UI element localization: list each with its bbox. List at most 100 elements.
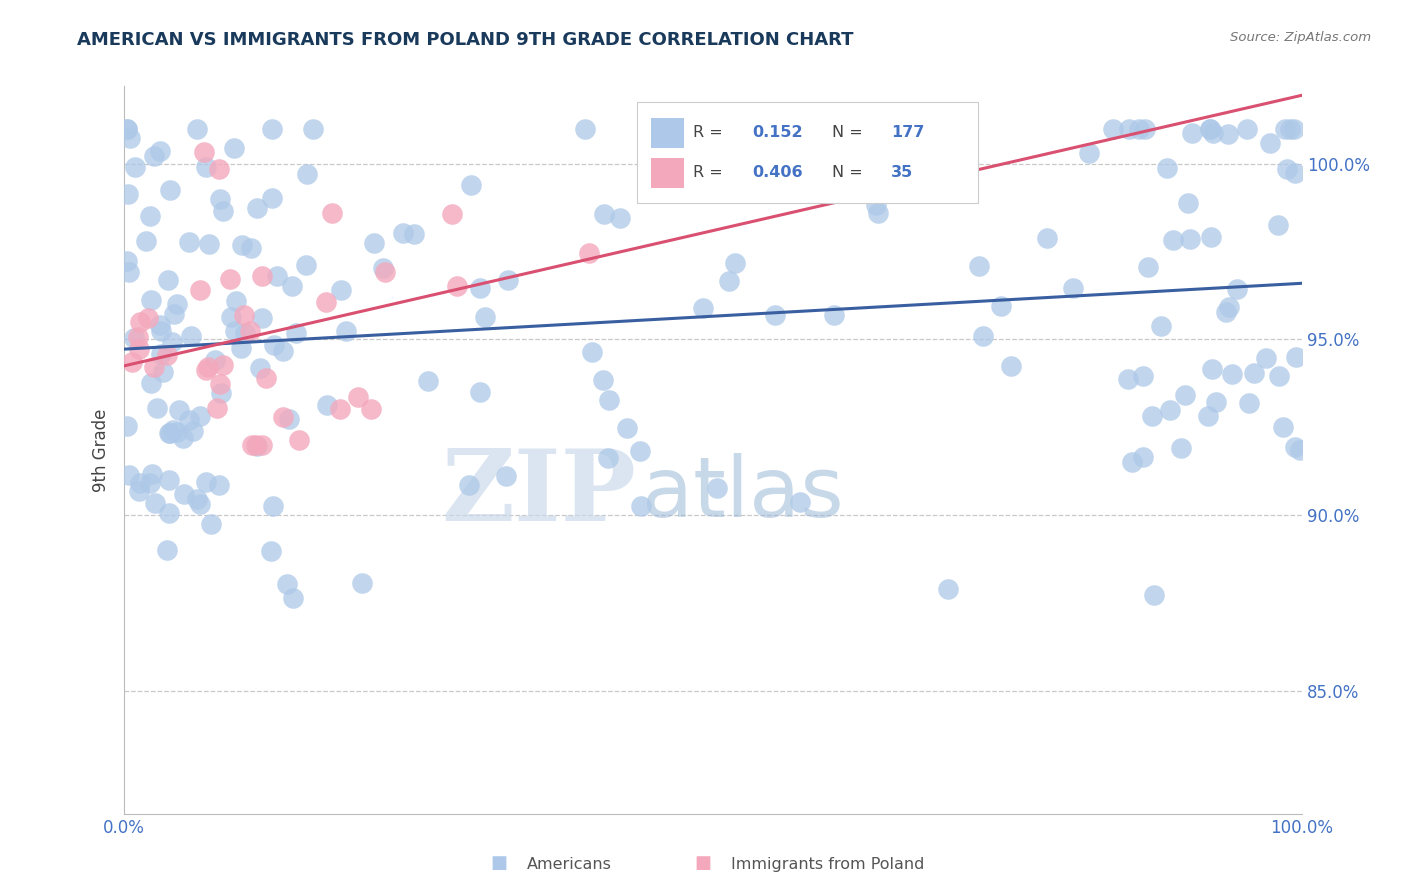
Point (967, 260, 990, 274)
Point (706, 481, 728, 495)
Point (142, 359, 165, 374)
Point (117, 419, 139, 434)
Point (789, 494, 811, 508)
Text: AMERICAN VS IMMIGRANTS FROM POLAND 9TH GRADE CORRELATION CHART: AMERICAN VS IMMIGRANTS FROM POLAND 9TH G… (77, 31, 853, 49)
Point (868, 206, 890, 220)
Point (329, 401, 352, 416)
Point (592, 206, 614, 220)
Point (177, 235, 200, 249)
Point (724, 256, 747, 270)
Point (129, 315, 152, 329)
Point (628, 444, 651, 458)
Point (1205, 394, 1227, 409)
Point (1170, 441, 1192, 455)
Point (1128, 121, 1150, 136)
Point (638, 155, 661, 169)
Point (181, 424, 204, 438)
Point (460, 178, 482, 192)
Point (302, 121, 325, 136)
Text: 177: 177 (891, 125, 924, 140)
Point (156, 542, 179, 557)
Point (197, 360, 219, 375)
Point (1279, 121, 1302, 136)
Point (283, 591, 305, 605)
Point (233, 326, 256, 341)
Point (1000, 359, 1022, 373)
Point (1137, 260, 1160, 274)
Point (128, 343, 150, 357)
Text: atlas: atlas (643, 453, 844, 534)
Point (159, 425, 181, 440)
Point (167, 402, 190, 417)
Text: ZIP: ZIP (441, 445, 637, 542)
Point (166, 296, 188, 310)
Point (374, 265, 396, 279)
Point (295, 167, 318, 181)
Point (122, 331, 145, 345)
Point (1062, 281, 1084, 295)
Point (139, 293, 162, 308)
Point (211, 358, 233, 372)
Bar (651, 158, 683, 188)
Point (1268, 368, 1291, 383)
Point (204, 353, 226, 368)
Point (763, 309, 786, 323)
Point (1243, 366, 1265, 380)
Point (117, 467, 139, 482)
Point (117, 121, 139, 136)
Point (609, 211, 631, 226)
Point (1174, 388, 1197, 402)
Point (149, 324, 172, 338)
Point (284, 326, 307, 341)
Point (195, 362, 218, 376)
Point (141, 467, 163, 482)
Point (1116, 372, 1139, 386)
Point (249, 360, 271, 375)
Point (1285, 350, 1308, 364)
Point (224, 324, 246, 338)
Point (346, 390, 368, 404)
Point (212, 204, 235, 219)
Point (128, 476, 150, 491)
Point (254, 371, 277, 385)
Point (1102, 121, 1125, 136)
Point (315, 398, 337, 412)
Point (136, 310, 159, 325)
Point (495, 469, 517, 483)
Bar (651, 118, 683, 148)
Point (152, 365, 174, 379)
Point (1198, 121, 1220, 136)
Point (1177, 196, 1199, 211)
Text: N =: N = (832, 165, 868, 179)
Point (195, 475, 218, 489)
Point (1199, 121, 1222, 136)
Point (1267, 218, 1289, 232)
Point (239, 242, 262, 256)
Point (231, 238, 253, 252)
Point (124, 160, 146, 174)
Point (162, 307, 184, 321)
Point (598, 393, 620, 408)
Point (166, 425, 188, 439)
Point (172, 431, 194, 445)
Point (277, 412, 299, 426)
Point (179, 412, 201, 426)
Point (186, 121, 208, 136)
Point (246, 201, 269, 215)
Point (1236, 121, 1258, 136)
Text: 35: 35 (891, 165, 914, 179)
Point (250, 311, 273, 326)
Point (219, 310, 242, 325)
Point (718, 274, 741, 288)
Point (315, 295, 337, 310)
Text: Source: ZipAtlas.com: Source: ZipAtlas.com (1230, 31, 1371, 45)
Point (1150, 318, 1173, 333)
Point (245, 438, 267, 452)
Point (128, 484, 150, 499)
Text: 0.406: 0.406 (752, 165, 803, 179)
Point (260, 191, 283, 205)
Point (139, 209, 162, 223)
Point (936, 582, 959, 596)
Point (630, 499, 652, 513)
Point (159, 506, 181, 520)
